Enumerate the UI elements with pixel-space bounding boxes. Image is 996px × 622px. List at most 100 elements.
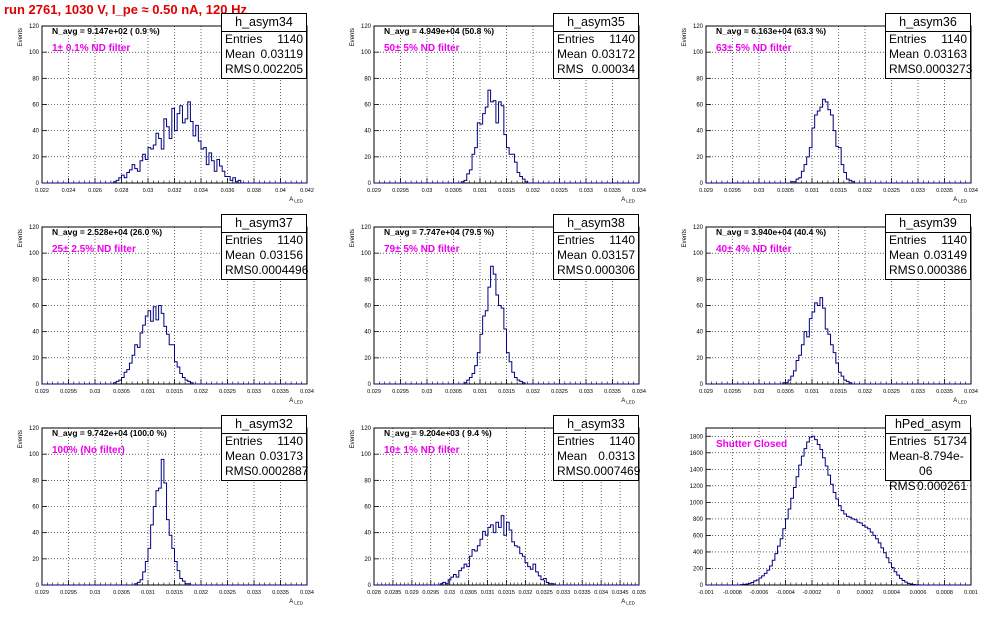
stat-label: Entries [889,434,927,448]
x-tick-label: 0.03 [754,188,765,194]
stat-row-mean: Mean 0.03157 [554,248,638,263]
stat-label: RMS [225,263,252,277]
y-tick-label: 1600 [690,451,704,457]
stat-row-entries: Entries 1140 [554,32,638,47]
y-tick-label: 80 [696,76,703,82]
x-tick-label: 0.0335 [272,590,289,596]
x-tick-label: 0.0305 [445,188,462,194]
x-axis-label: ALED [953,197,968,204]
x-tick-label: 0.0325 [219,590,236,596]
x-tick-label: 0.0335 [936,389,953,395]
stat-row-rms: RMS 0.000306 [554,263,638,278]
stat-label: Entries [557,434,595,448]
x-tick-label: 0.026 [88,188,102,194]
y-tick-label: 40 [364,330,371,336]
x-tick-label: 0.038 [247,188,261,194]
histogram-name: h_asym35 [554,14,638,32]
histogram-name: h_asym33 [554,416,638,434]
y-tick-label: 100 [29,452,40,458]
x-tick-label: 0.0335 [604,389,621,395]
y-axis-label: Events [682,28,688,46]
stat-row-entries: Entries 1140 [886,32,970,47]
stat-box: h_asym32 Entries 1140 Mean 0.03173 RMS 0.00028… [221,415,308,481]
stat-row-rms: RMS 0.00034 [554,62,638,77]
x-axis-label: ALED [289,599,304,606]
x-tick-label: 0.022 [35,188,49,194]
y-tick-label: 0 [700,181,704,187]
histogram-line [374,515,639,586]
stat-row-rms: RMS 0.002205 [222,62,306,77]
stat-row-entries: Entries 1140 [222,233,306,248]
stat-value: 0.0004496 [251,263,309,277]
x-axis-label: ALED [621,197,636,204]
y-tick-label: 40 [364,531,371,537]
y-axis-label: Events [18,430,24,448]
y-tick-label: 100 [29,50,40,56]
y-tick-label: 120 [361,426,372,432]
stat-label: RMS [889,263,916,277]
stat-value: 0.0313 [598,449,635,463]
stat-label: Entries [225,233,263,247]
y-tick-label: 20 [364,155,371,161]
y-tick-label: 1000 [690,500,704,506]
y-tick-label: 1400 [690,467,704,473]
y-tick-label: 60 [32,505,39,511]
x-tick-label: 0.034 [964,188,978,194]
x-tick-label: 0.0335 [604,188,621,194]
y-tick-label: 100 [693,251,704,257]
x-tick-label: 0.03 [90,590,101,596]
y-tick-label: 1200 [690,484,704,490]
stat-row-mean: Mean 0.03163 [886,47,970,62]
n-avg-label: N_avg = 7.747e+04 (79.5 %) [384,227,495,237]
histogram-panel-hPed_asym: -0.001 -0.0008 -0.0006 -0.0004 -0.0002 0 0.000… [664,415,996,620]
stat-label: RMS [557,62,584,76]
stat-label: RMS [889,62,916,76]
x-tick-label: 0.029 [35,590,49,596]
stat-value: 1140 [277,233,303,247]
y-tick-label: 120 [361,24,372,30]
x-tick-label: 0.0315 [498,590,515,596]
y-tick-label: 20 [696,356,703,362]
stat-label: RMS [557,464,584,478]
y-tick-label: 20 [364,356,371,362]
y-tick-label: 800 [693,517,704,523]
x-tick-label: 0.033 [579,188,593,194]
stat-value: 0.000386 [916,263,967,277]
stat-value: 0.000306 [584,263,635,277]
x-tick-label: 0.029 [699,188,713,194]
stat-value: 1140 [609,32,635,46]
histogram-line [42,458,307,586]
stat-row-rms: RMS 0.0004496 [222,263,309,278]
x-tick-label: 0.029 [699,389,713,395]
histogram-panel-h_asym35: 0.029 0.0295 0.03 0.0305 0.031 0.0315 0.032 0.0… [332,13,664,218]
y-tick-label: 40 [32,129,39,135]
x-tick-label: 0.032 [526,389,540,395]
x-tick-label: 0.0335 [936,188,953,194]
y-tick-label: 0 [368,181,372,187]
y-tick-label: 20 [696,155,703,161]
x-tick-label: 0.032 [519,590,533,596]
stat-row-mean: Mean 0.0313 [554,449,638,464]
y-tick-label: 40 [32,531,39,537]
x-tick-label: 0.033 [556,590,570,596]
stat-value: 0.03172 [591,47,635,61]
filter-label: 10± 1% ND filter [384,445,460,456]
x-tick-label: 0.0315 [830,188,847,194]
y-tick-label: 120 [361,225,372,231]
stat-box: h_asym35 Entries 1140 Mean 0.03172 RMS 0.00034 [553,13,639,79]
y-axis-label: Events [350,430,356,448]
stat-box: h_asym36 Entries 1140 Mean 0.03163 RMS 0.00032… [885,13,973,79]
histogram-name: h_asym36 [886,14,970,32]
stat-value: 0.000261 [916,479,967,493]
x-tick-label: 0.0325 [551,188,568,194]
y-tick-label: 40 [696,330,703,336]
histogram-name: h_asym32 [222,416,306,434]
x-tick-label: 0.031 [481,590,495,596]
x-tick-label: 0.04 [275,188,286,194]
y-tick-label: 0 [368,382,372,388]
stat-value: 0.0003273 [915,62,973,76]
x-tick-label: 0.0295 [422,590,439,596]
x-tick-label: 0.0002 [857,590,874,596]
y-tick-label: 120 [29,426,40,432]
y-tick-label: 100 [361,251,372,257]
